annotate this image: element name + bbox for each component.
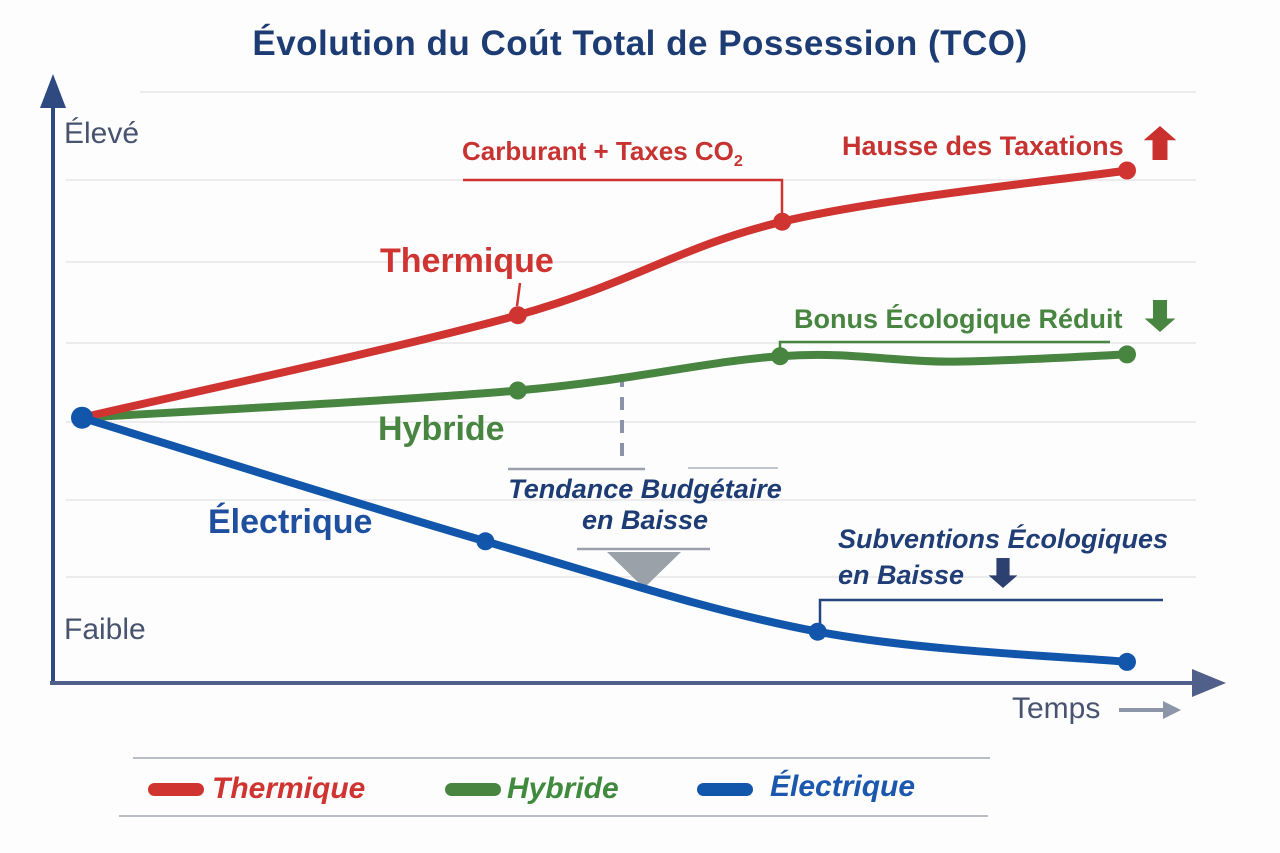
hausse-annotation-text: Hausse des Taxations [842, 131, 1124, 161]
temps-arrow-icon [1118, 701, 1181, 719]
subventions-annotation: Subventions Écologiques en Baisse [838, 522, 1168, 592]
axes [40, 74, 1226, 697]
legend-divider-top [133, 757, 990, 759]
subventions-annotation-line2-row: en Baisse [838, 556, 1168, 592]
subventions-bracket-line [818, 598, 1163, 629]
chart-title: Évolution du Coút Total de Possession (T… [252, 24, 1028, 63]
legend-swatch-hybride [445, 783, 501, 796]
bonus-arrow-down-icon [1144, 300, 1176, 332]
tendance-annotation: Tendance Budgétaire en Baisse [495, 474, 795, 536]
hausse-annotation: Hausse des Taxations [842, 122, 1177, 164]
bonus-annotation-text: Bonus Écologique Réduit [794, 304, 1123, 334]
series-point-electrique-0 [71, 406, 93, 429]
electrique-series-label: Électrique [208, 503, 373, 541]
series-line-thermique [78, 166, 1131, 422]
hausse-arrow-up-icon [1143, 126, 1177, 160]
series-point-electrique-1 [476, 532, 495, 551]
series-layer [71, 161, 1136, 671]
y-axis-arrowhead-icon [40, 74, 66, 108]
x-axis-label: Temps [1012, 692, 1181, 726]
carburant-annotation-text: Carburant + Taxes CO [462, 136, 734, 166]
series-point-electrique-3 [1118, 652, 1136, 671]
hybride-series-label: Hybride [378, 410, 505, 448]
series-point-thermique-1 [508, 306, 527, 325]
series-line-hybride [78, 350, 1131, 422]
thermique-series-label: Thermique [380, 242, 554, 280]
tendance-annotation-line2: en Baisse [581, 505, 709, 535]
series-point-thermique-2 [773, 212, 792, 231]
series-line-electrique [78, 413, 1131, 666]
thermique-label-tick [515, 282, 522, 307]
series-point-hybride-2 [771, 347, 790, 366]
bonus-annotation: Bonus Écologique Réduit [794, 299, 1176, 335]
legend-label-electrique: Électrique [770, 770, 916, 803]
legend-label-hybride: Hybride [507, 772, 619, 805]
x-axis-arrowhead-icon [1192, 669, 1226, 697]
carburant-annotation: Carburant + Taxes CO2 [462, 136, 743, 171]
subventions-annotation-line1: Subventions Écologiques [838, 524, 1169, 554]
carburant-annotation-subscript: 2 [733, 152, 743, 171]
legend-divider-bottom [119, 815, 988, 817]
tendance-annotation-line1: Tendance Budgétaire [508, 474, 782, 504]
subventions-annotation-line2: en Baisse [838, 560, 965, 590]
series-point-hybride-1 [508, 381, 527, 400]
gridlines [66, 91, 1196, 578]
legend-label-thermique: Thermique [212, 772, 366, 805]
series-point-thermique-3 [1118, 161, 1136, 180]
carburant-leader-line [463, 178, 784, 214]
legend-swatch-thermique [148, 783, 204, 796]
subventions-arrow-down-icon [988, 558, 1017, 588]
series-point-electrique-2 [808, 622, 827, 641]
x-axis-label-text: Temps [1012, 692, 1101, 725]
series-point-hybride-4 [1118, 345, 1136, 364]
y-axis-low-label: Faible [64, 613, 146, 646]
y-axis-high-label: Élevé [64, 117, 140, 150]
trend-triangle-icon [607, 552, 681, 588]
legend-swatch-electrique [697, 783, 753, 796]
